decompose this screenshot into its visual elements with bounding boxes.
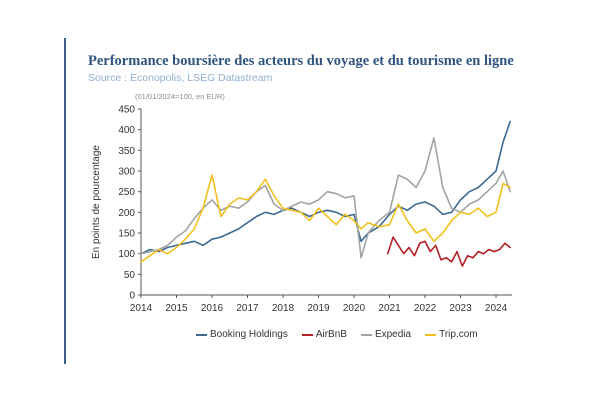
legend-label: Booking Holdings (210, 329, 288, 340)
legend-label: Trip.com (439, 329, 478, 340)
y-tick-label: 50 (124, 270, 136, 281)
legend-swatch (301, 333, 313, 336)
y-tick-label: 0 (129, 291, 135, 302)
series-line-airbnb (386, 236, 512, 267)
x-tick-label: 2024 (485, 303, 508, 314)
legend-item: Trip.com (425, 329, 478, 340)
legend-item: Expedia (360, 329, 412, 340)
axes: 0 50 100 150 200 250 300 350 400 450 2014 2015 2016 2… (118, 105, 512, 314)
y-tick-label: 350 (118, 146, 135, 157)
chart-source: Source : Econopolis, LSEG Datastream (88, 72, 273, 84)
legend: Booking Holdings AirBnB Expedia Trip.com (196, 329, 478, 340)
y-tick-label: 450 (118, 105, 135, 116)
y-tick-label: 400 (118, 125, 135, 136)
x-tick-label: 2018 (272, 303, 295, 314)
x-tick-label: 2015 (165, 303, 188, 314)
x-tick-label: 2019 (307, 303, 330, 314)
series-line-trip-com (140, 174, 512, 263)
chart-note: (01/01/2024=100, en EUR) (135, 92, 225, 101)
y-tick-label: 200 (118, 208, 135, 219)
x-tick-label: 2023 (449, 303, 472, 314)
x-tick-label: 2016 (201, 303, 224, 314)
x-tick-label: 2020 (343, 303, 366, 314)
legend-swatch (360, 333, 372, 336)
x-tick-label: 2021 (378, 303, 401, 314)
y-tick-label: 250 (118, 187, 135, 198)
y-tick-label: 150 (118, 229, 135, 240)
x-tick-label: 2022 (414, 303, 437, 314)
legend-label: AirBnB (315, 329, 347, 340)
chart-title: Performance boursière des acteurs du voy… (88, 53, 514, 69)
legend-item: AirBnB (301, 329, 347, 340)
x-tick-label: 2017 (236, 303, 259, 314)
legend-swatch (425, 333, 437, 336)
series-line-booking-holdings (140, 120, 512, 255)
y-tick-label: 300 (118, 167, 135, 178)
y-tick-label: 100 (118, 249, 135, 260)
y-axis-label: En points de pourcentage (91, 145, 102, 259)
legend-swatch (196, 333, 207, 336)
x-tick-label: 2014 (130, 303, 153, 314)
series-lines (140, 120, 512, 267)
legend-item: Booking Holdings (196, 329, 288, 340)
series-line-expedia (140, 137, 512, 259)
accent-bar (64, 38, 66, 364)
legend-label: Expedia (374, 329, 412, 340)
